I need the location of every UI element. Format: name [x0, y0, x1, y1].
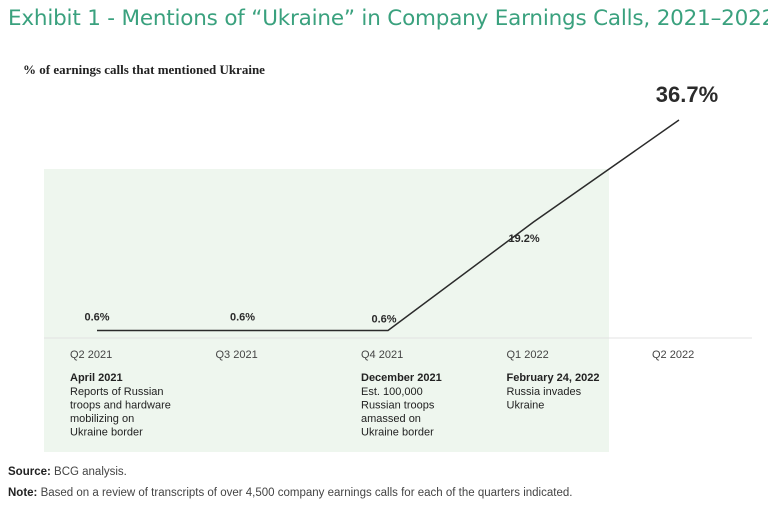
- annotation-text-1-4: Ukraine border: [70, 427, 143, 439]
- annotation-text-1-2: troops and hardware: [70, 400, 171, 412]
- chart-title: Exhibit 1 - Mentions of “Ukraine” in Com…: [8, 6, 768, 31]
- annotation-text-2-1: Est. 100,000: [361, 386, 423, 398]
- data-label-1: 0.6%: [84, 312, 109, 324]
- annotation-text-1-3: mobilizing on: [70, 413, 134, 425]
- annotation-text-3-2: Ukraine: [507, 400, 545, 412]
- annotation-text-2-2: Russian troops: [361, 400, 435, 412]
- annotation-text-3-1: Russia invades: [507, 386, 582, 398]
- data-label-5: 36.7%: [656, 82, 718, 107]
- x-tick-label-3: Q4 2021: [361, 349, 403, 361]
- x-tick-label-1: Q2 2021: [70, 349, 112, 361]
- data-label-4: 19.2%: [509, 233, 540, 245]
- footnote: Note: Based on a review of transcripts o…: [8, 487, 572, 499]
- data-label-3: 0.6%: [371, 314, 396, 326]
- source-note: Source: BCG analysis.: [8, 466, 127, 478]
- x-tick-label-4: Q1 2022: [507, 349, 549, 361]
- annotation-text-2-3: amassed on: [361, 413, 421, 425]
- annotation-date-3: February 24, 2022: [507, 372, 600, 384]
- annotation-text-2-4: Ukraine border: [361, 427, 434, 439]
- y-axis-label: % of earnings calls that mentioned Ukrai…: [23, 62, 265, 77]
- source-text: BCG analysis.: [50, 466, 127, 478]
- series-line: [97, 119, 680, 332]
- source-label: Source:: [8, 466, 51, 478]
- data-label-2: 0.6%: [230, 312, 255, 324]
- highlight-region: [44, 169, 609, 452]
- annotation-date-2: December 2021: [361, 372, 442, 384]
- note-text: Based on a review of transcripts of over…: [37, 487, 573, 499]
- x-tick-label-5: Q2 2022: [652, 349, 694, 361]
- line-chart: 0.6% 0.6% 0.6% 19.2% 36.7% Q2 2021 Q3 2021 Q4 2…: [44, 82, 752, 452]
- annotation-date-1: April 2021: [70, 372, 123, 384]
- x-tick-label-2: Q3 2021: [216, 349, 258, 361]
- note-label: Note:: [8, 487, 38, 499]
- annotation-text-1-1: Reports of Russian: [70, 386, 164, 398]
